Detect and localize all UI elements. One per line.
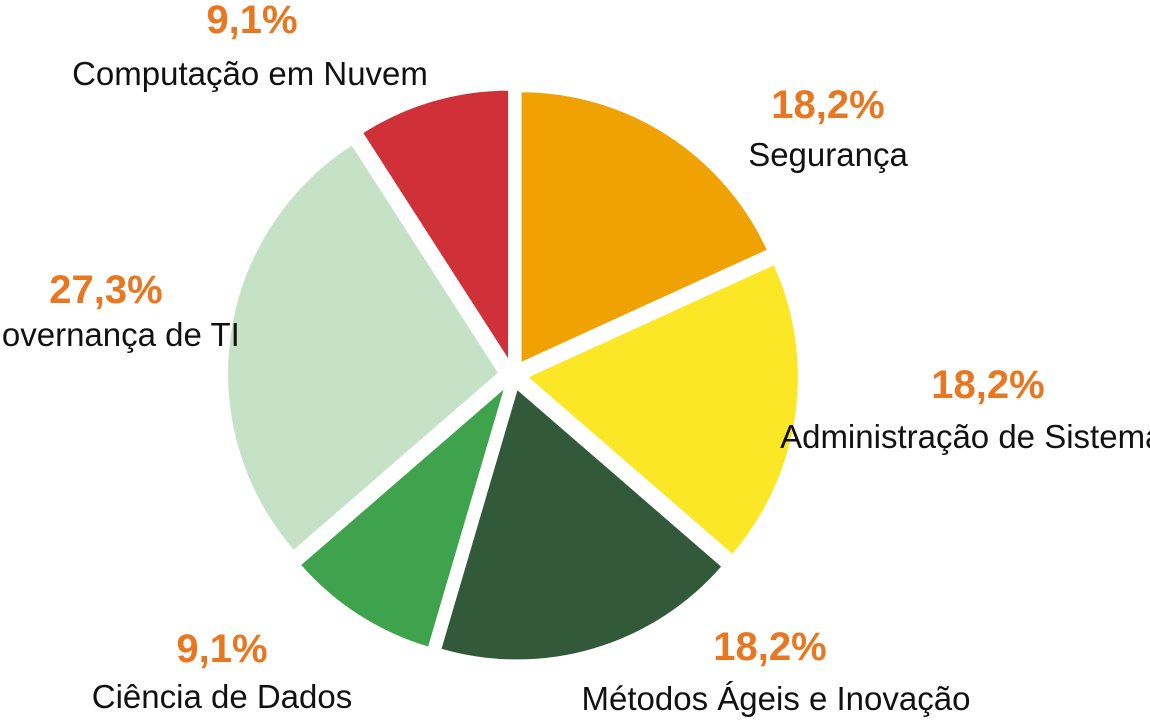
slice-category-label: Administração de Sistemas [780, 418, 1150, 455]
pie-slice [298, 383, 508, 650]
pie-slice [360, 88, 511, 365]
slice-category-label: Ciência de Dados [92, 678, 353, 715]
slice-category-label: Governança de TI [0, 316, 240, 353]
pie-slice [525, 262, 800, 557]
pie-slice [519, 90, 770, 365]
pie-slices [226, 88, 800, 662]
slice-category-label: Segurança [748, 136, 908, 173]
slice-category-label: Computação em Nuvem [72, 55, 428, 92]
pie-slice [226, 142, 501, 553]
pie-slice [439, 386, 724, 662]
slice-percentage-label: 27,3% [49, 268, 162, 312]
slice-percentage-label: 18,2% [713, 625, 826, 669]
slice-percentage-label: 18,2% [931, 363, 1044, 407]
slice-category-label: Métodos Ágeis e Inovação [582, 680, 971, 717]
slice-percentage-label: 18,2% [771, 83, 884, 127]
slice-percentage-label: 9,1% [176, 627, 267, 671]
slice-percentage-label: 9,1% [206, 0, 297, 42]
